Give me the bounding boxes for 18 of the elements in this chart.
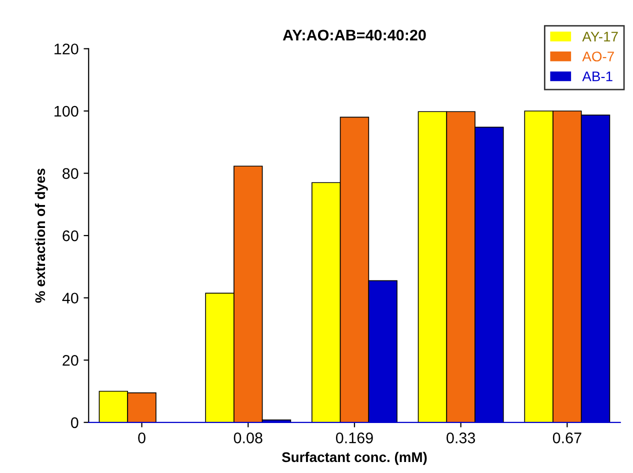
x-tick-label: 0.67 (552, 432, 582, 444)
y-tick-label: 120 (54, 44, 78, 54)
x-tick-label: 0.169 (336, 432, 373, 444)
y-tick-label: 40 (62, 292, 78, 304)
legend-label: AB-1 (582, 72, 612, 82)
chart-title: AY:AO:AB=40:40:20 (282, 30, 426, 41)
y-tick-label: 0 (71, 417, 78, 428)
legend-label: AO-7 (582, 52, 614, 62)
y-tick-label: 20 (62, 354, 78, 366)
x-tick-label: 0 (138, 432, 146, 444)
y-tick-label: 60 (62, 230, 78, 242)
x-tick-label: 0.08 (234, 432, 262, 444)
y-tick-label: 100 (54, 106, 78, 117)
y-tick-label: 80 (62, 168, 78, 179)
x-axis-title: Surfactant conc. (mM) (282, 452, 427, 465)
legend-label: AY-17 (582, 32, 618, 42)
y-axis-title: % extraction of dyes (34, 168, 48, 303)
x-tick-label: 0.33 (446, 432, 476, 444)
